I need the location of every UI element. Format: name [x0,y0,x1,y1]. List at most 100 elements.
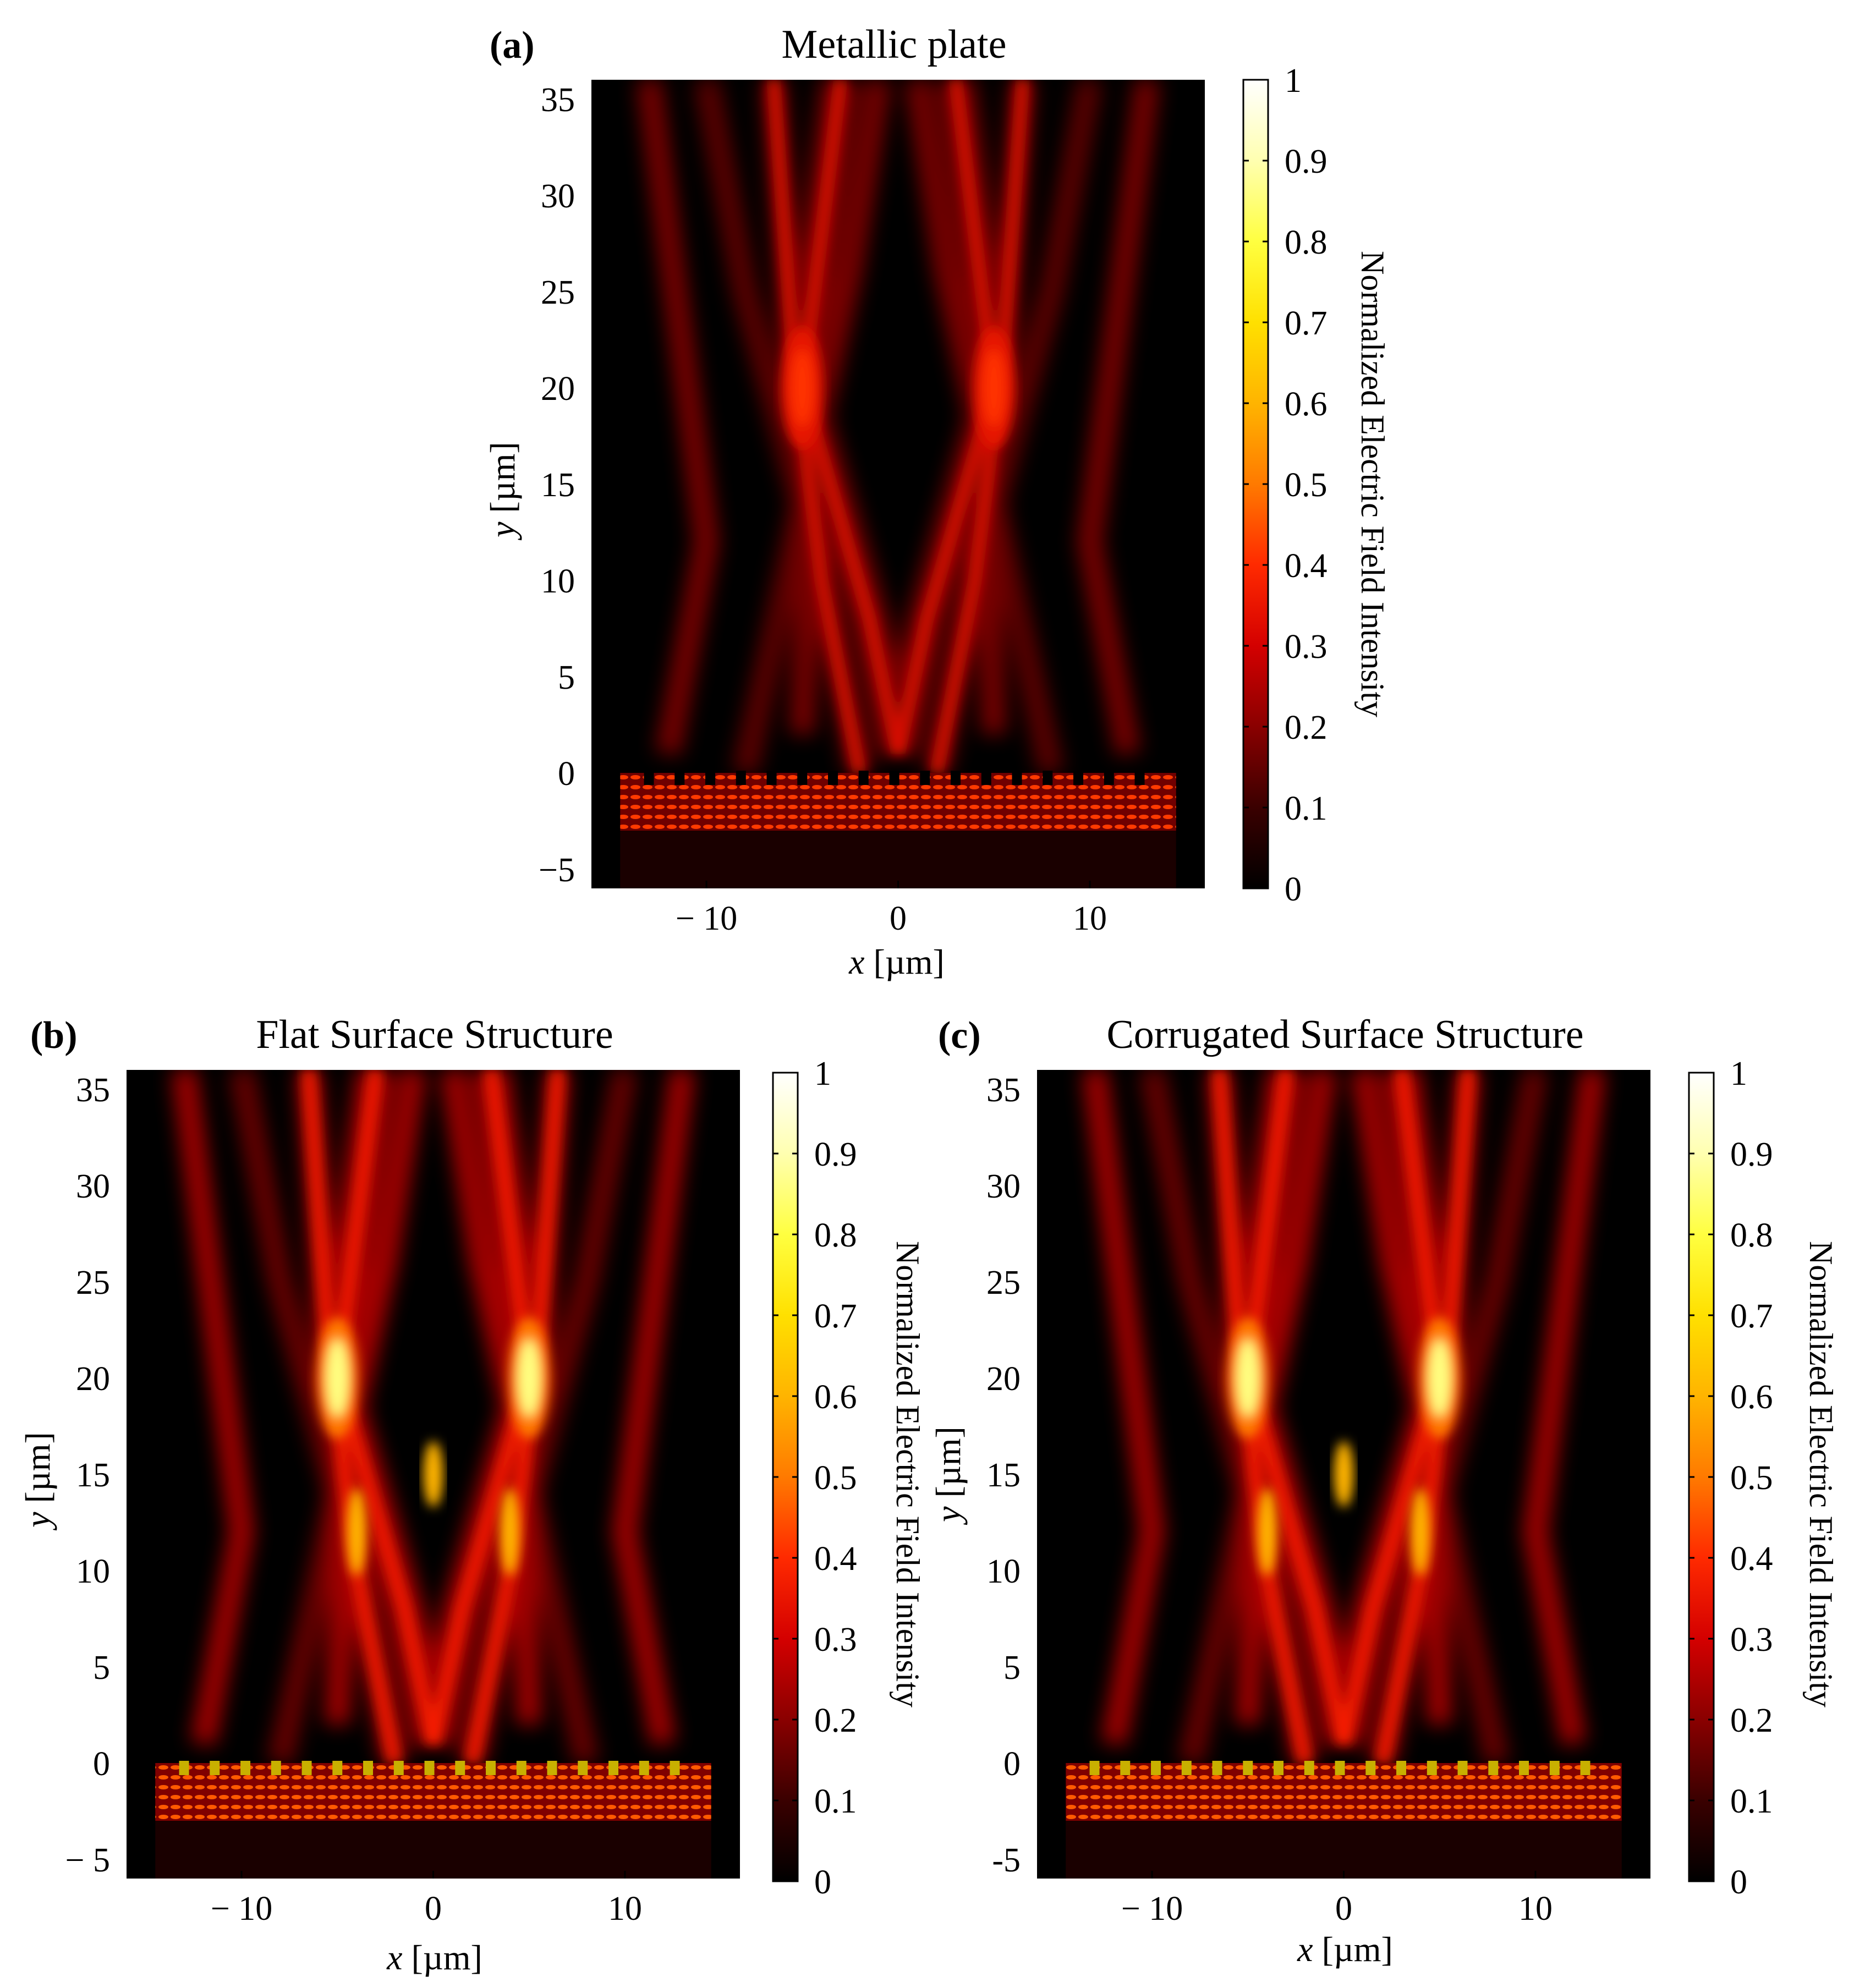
colorbar-tick-label: 0.6 [1285,386,1328,423]
x-tick-label: 0 [1335,1890,1352,1927]
central-spot [423,1441,443,1507]
x-axis-unit: [µm] [1313,1930,1393,1969]
field-beam [1523,1070,1605,1747]
colorbar-tick-label: 0.8 [1285,224,1328,261]
field-beam [905,80,1007,735]
structure-slot [271,1761,281,1775]
structure-slot [797,771,808,785]
structure-slot [1304,1761,1314,1775]
y-tick-label: 20 [76,1360,110,1398]
field-beam [789,80,891,735]
focal-spot [316,1317,367,1576]
substrate-region [1066,1821,1622,1879]
field-beam [1139,1070,1260,1766]
focal-spot [1227,1317,1277,1576]
substrate-region [620,831,1176,888]
structure-slot [766,771,777,785]
structure-slot [547,1761,557,1775]
structure-slot [1396,1761,1407,1775]
y-tick-label: 25 [76,1264,110,1301]
x-tick-label: 0 [425,1890,442,1927]
colorbar-tick-label: 0.2 [1730,1702,1773,1739]
structure-slot [578,1761,588,1775]
colorbar-tick-label: 0.3 [814,1621,857,1659]
structure-slot [393,1761,404,1775]
focal-spot [781,327,824,448]
y-axis-unit: [µm] [483,442,522,521]
structure-slot [1089,1761,1100,1775]
field-beam-core [1375,1070,1475,1765]
colorbar-tick-label: 1 [1285,62,1302,100]
y-tick-label: 30 [541,178,575,215]
field-beam-core [464,1070,565,1765]
colorbar-tick-label: 0.8 [1730,1217,1773,1254]
y-tick-label: 0 [1003,1745,1021,1783]
colorbar-tick-label: 0.9 [1730,1136,1773,1173]
structure-slot [1427,1761,1437,1775]
structure-slot [516,1761,526,1775]
y-tick-label: 5 [93,1649,110,1687]
structure-slot [705,771,716,785]
structure-slot [1120,1761,1131,1775]
x-axis-label: x [µm] [1297,1930,1393,1969]
field-beam [517,1070,638,1766]
y-tick-label: 10 [541,563,575,600]
x-tick-label: 10 [608,1890,642,1927]
y-tick-label: 5 [558,659,575,696]
y-axis-unit: [µm] [929,1426,968,1506]
field-beam [440,1070,542,1725]
field-beam-core [301,1070,402,1765]
y-axis-label: y [µm] [483,442,522,541]
field-beam [612,1070,695,1747]
y-tick-label: 15 [76,1457,110,1494]
y-tick-label: 25 [541,274,575,311]
structure-slot [179,1761,189,1775]
x-tick-label: 10 [1518,1890,1553,1927]
y-tick-label: 30 [76,1168,110,1205]
central-spot [1334,1441,1354,1507]
x-axis-label: x [µm] [848,942,945,981]
panel-letter: (c) [938,1014,981,1057]
structure-slot [670,1761,680,1775]
y-tick-label: 30 [986,1168,1021,1205]
y-tick-label: 20 [541,370,575,408]
structure-slot [1549,1761,1560,1775]
structure-slot [1580,1761,1590,1775]
y-tick-label: 35 [986,1072,1021,1109]
field-cores [766,80,1030,775]
x-axis-unit: [µm] [865,942,945,981]
field-beam [1351,1070,1452,1725]
structure-slot [1181,1761,1192,1775]
field-beam-core [891,80,1001,755]
x-axis-var: x [386,1938,402,1977]
structure-slot [981,771,991,785]
y-axis-unit: [µm] [18,1432,57,1512]
x-tick-label: − 10 [1121,1890,1183,1927]
field-beam [981,80,1102,776]
structure-slot [1274,1761,1284,1775]
heatmap-field [620,80,1176,888]
y-tick-label: − 5 [65,1842,110,1879]
y-tick-label: 0 [93,1745,110,1783]
structure-slot [828,771,838,785]
colorbar-tick-label: 0.7 [814,1298,857,1335]
structure-slot [1134,771,1145,785]
structure-slot [608,1761,619,1775]
panel-letter: (b) [30,1014,78,1057]
colorbar-tick-label: 0 [1730,1864,1747,1901]
substrate-region [155,1821,711,1879]
colorbar-label: Normalized Electric Field Intensity [1354,251,1391,717]
colorbar-tick-label: 0.3 [1285,628,1328,666]
colorbar-tick-label: 0.8 [814,1217,857,1254]
y-tick-label: 25 [986,1264,1021,1301]
structure-slot [951,771,961,785]
field-beam-core [766,80,867,775]
field-beam-core [1241,1070,1351,1745]
structure-slot [455,1761,465,1775]
field-cores [301,1070,565,1765]
structure-slot [1365,1761,1376,1775]
colorbar-tick-label: 0.2 [1285,709,1328,746]
structure-slot [1457,1761,1468,1775]
x-tick-label: 0 [890,900,907,937]
